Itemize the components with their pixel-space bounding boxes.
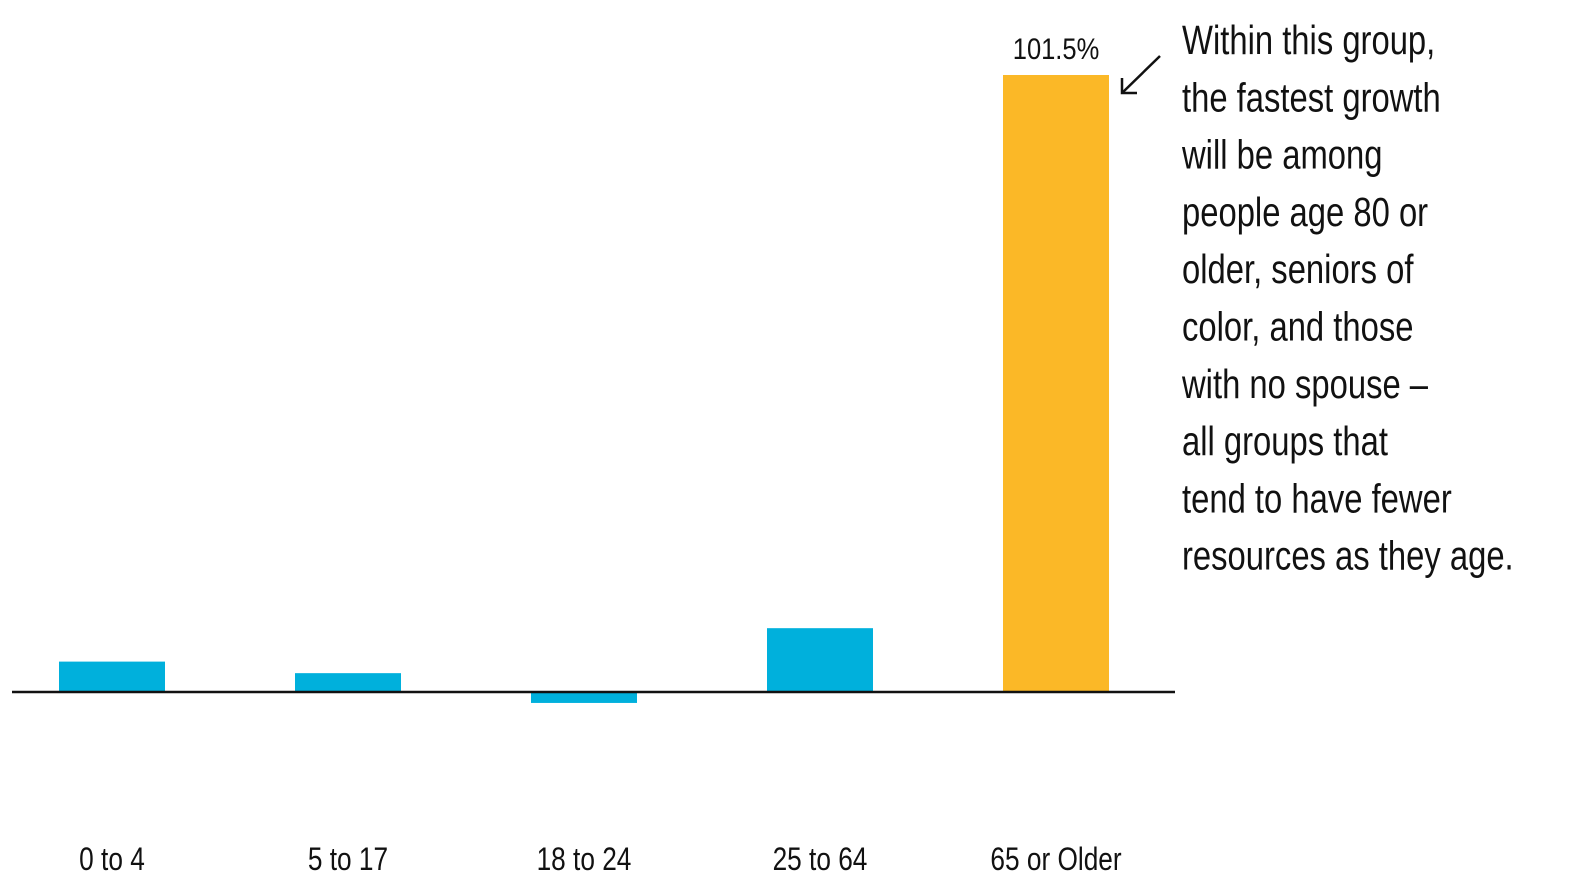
annotation-line: the fastest growth	[1182, 74, 1441, 120]
annotation-line: will be among	[1181, 131, 1382, 177]
x-tick-label: 0 to 4	[79, 843, 145, 878]
annotation-line: people age 80 or	[1182, 188, 1428, 234]
annotation-line: color, and those	[1182, 303, 1413, 349]
annotation-line: Within this group,	[1182, 16, 1435, 62]
annotation-line: tend to have fewer	[1182, 475, 1452, 521]
annotation-arrow	[1120, 55, 1161, 95]
bar	[59, 661, 165, 692]
annotation-line: with no spouse –	[1181, 360, 1428, 406]
annotation-line: all groups that	[1182, 418, 1389, 464]
value-label: 101.5%	[1013, 32, 1099, 65]
bar	[767, 628, 873, 692]
annotation-line: resources as they age.	[1182, 532, 1514, 578]
x-tick-label: 5 to 17	[308, 843, 388, 878]
x-tick-label: 65 or Older	[990, 843, 1121, 878]
bar	[295, 673, 401, 692]
bar	[1003, 75, 1109, 692]
bar	[531, 692, 637, 703]
annotation-line: older, seniors of	[1182, 246, 1414, 292]
x-tick-label: 25 to 64	[773, 843, 868, 878]
x-tick-label: 18 to 24	[537, 843, 632, 878]
